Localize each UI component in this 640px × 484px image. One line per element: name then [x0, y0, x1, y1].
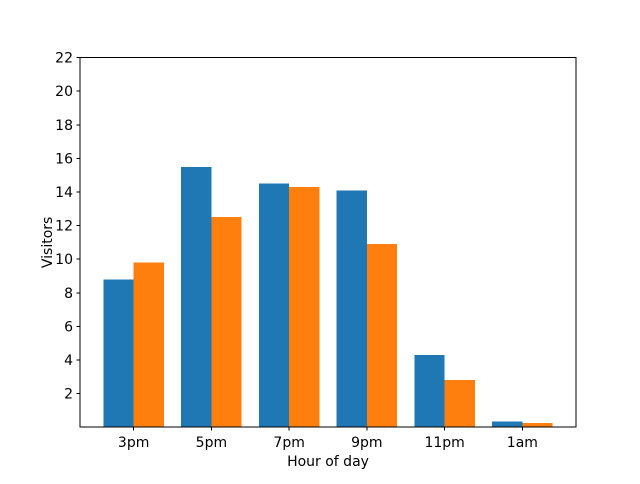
plot-border — [79, 57, 577, 428]
y-tick-label: 10 — [55, 252, 73, 268]
y-tick-label: 6 — [64, 319, 73, 335]
bar-5pm-series1 — [181, 166, 212, 428]
y-tick-label: 2 — [64, 387, 73, 403]
x-axis-label: Hour of day — [287, 454, 369, 470]
y-tick-label: 14 — [55, 185, 73, 201]
y-tick-label: 22 — [55, 51, 73, 67]
bar-3pm-series1 — [103, 279, 134, 428]
bar-9pm-series1 — [336, 190, 367, 428]
y-tick-label: 4 — [64, 353, 73, 369]
x-tick-label: 11pm — [424, 435, 464, 451]
bar-1am-series2 — [522, 423, 553, 428]
bar-9pm-series2 — [366, 244, 398, 428]
y-tick-label: 18 — [55, 118, 73, 134]
bar-7pm-series1 — [258, 183, 290, 428]
y-axis-label: Visitors — [40, 217, 56, 268]
y-tick-label: 12 — [55, 219, 73, 235]
x-tick-label: 1am — [507, 435, 538, 451]
y-tick-label: 20 — [55, 84, 73, 100]
bar-5pm-series2 — [211, 217, 242, 428]
bar-11pm-series2 — [444, 380, 475, 428]
x-tick-label: 9pm — [351, 435, 382, 451]
y-tick-label: 16 — [55, 151, 73, 167]
bar-1am-series1 — [492, 421, 523, 428]
bar-11pm-series1 — [414, 354, 445, 428]
bar-7pm-series2 — [289, 186, 320, 428]
x-tick-label: 5pm — [196, 435, 227, 451]
y-tick-label: 8 — [64, 286, 73, 302]
x-tick-label: 3pm — [118, 435, 149, 451]
bar-3pm-series2 — [133, 262, 164, 428]
x-tick-label: 7pm — [273, 435, 304, 451]
